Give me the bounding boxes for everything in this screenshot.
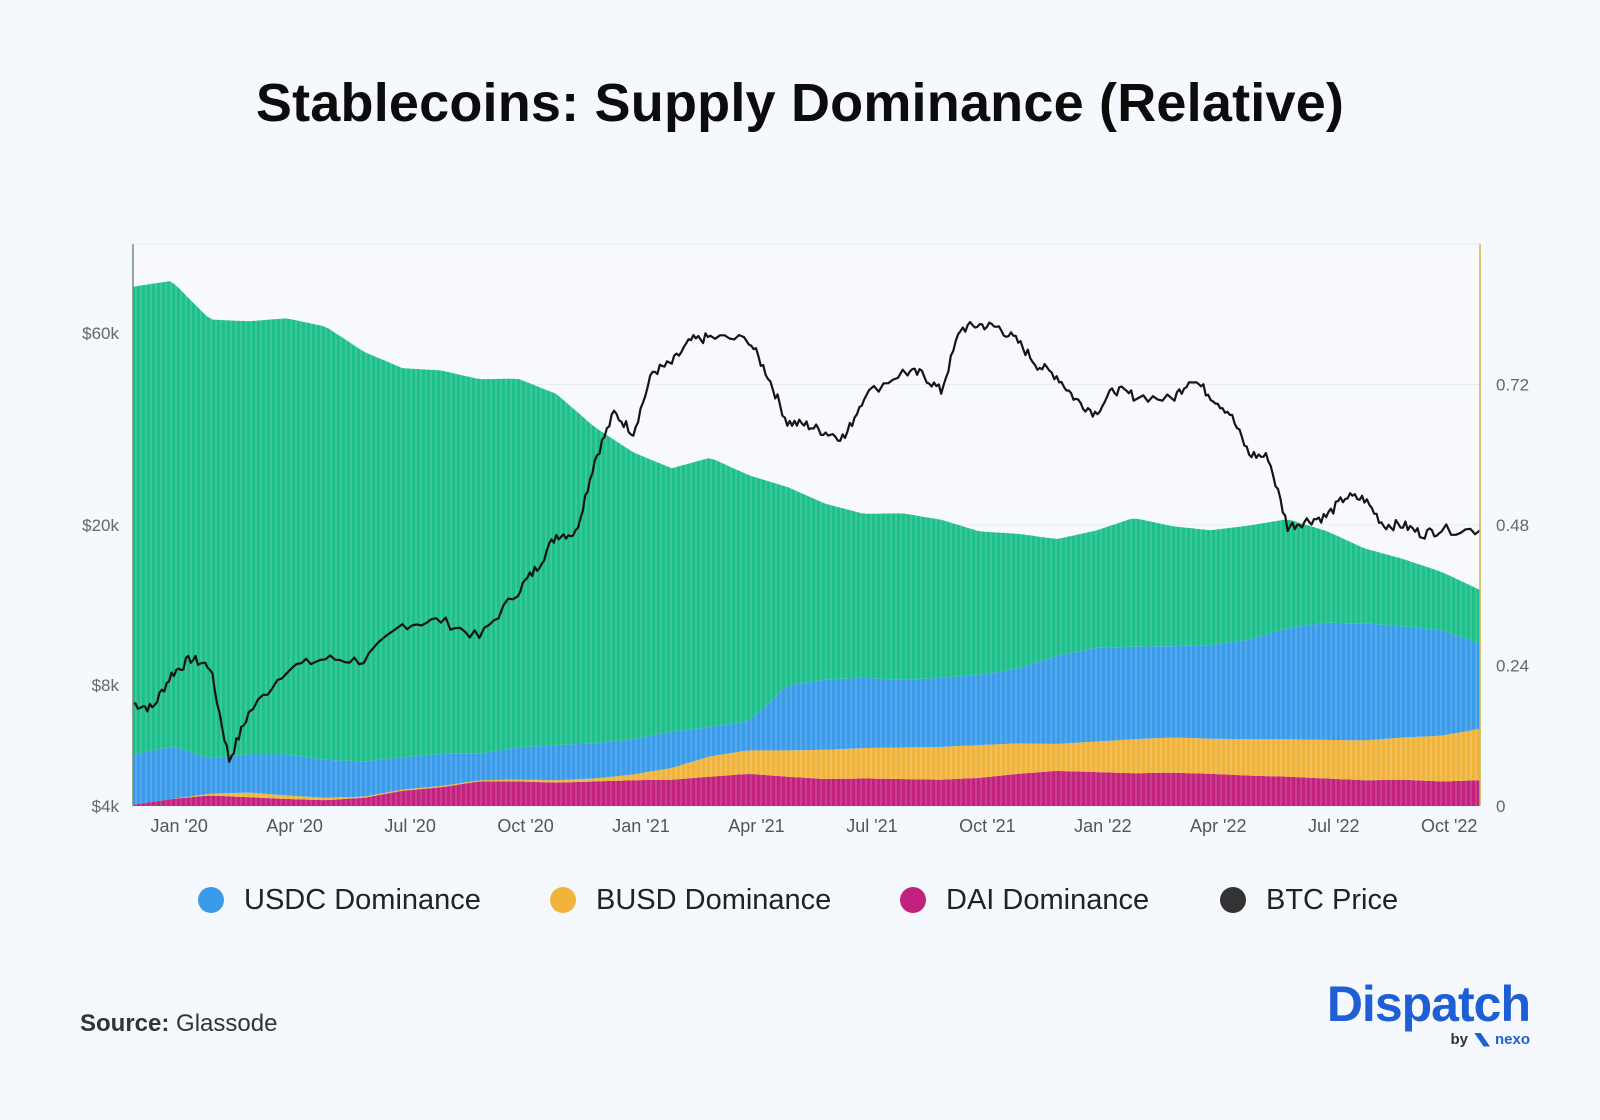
logo-by: by bbox=[1450, 1031, 1468, 1048]
dispatch-logo: Dispatch by nexo bbox=[1300, 975, 1531, 1048]
x-tick-8: Jan '22 bbox=[1074, 816, 1131, 836]
legend-dot-dai bbox=[900, 887, 926, 913]
x-tick-9: Apr '22 bbox=[1190, 816, 1246, 836]
x-tick-5: Apr '21 bbox=[728, 816, 784, 836]
x-tick-1: Apr '20 bbox=[266, 816, 322, 836]
area-usdc bbox=[133, 622, 1480, 805]
nexo-icon bbox=[1473, 1032, 1490, 1047]
y-right-tick-3: 0.72 bbox=[1496, 376, 1529, 395]
legend: USDC Dominance BUSD Dominance DAI Domina… bbox=[0, 878, 1600, 922]
logo-partner: nexo bbox=[1494, 1031, 1530, 1048]
source-note: Source: Glassode bbox=[80, 1010, 277, 1038]
legend-dot-usdc bbox=[198, 887, 224, 913]
y-left-tick-3: $60k bbox=[82, 324, 119, 343]
legend-item-dai[interactable]: DAI Dominance bbox=[900, 878, 1149, 922]
x-tick-7: Oct '21 bbox=[959, 816, 1015, 836]
legend-dot-busd bbox=[550, 887, 576, 913]
y-left-tick-0: $4k bbox=[92, 797, 120, 816]
source-label: Source: bbox=[80, 1010, 170, 1037]
legend-item-busd[interactable]: BUSD Dominance bbox=[550, 878, 831, 922]
logo-byline: by nexo bbox=[1450, 1031, 1530, 1048]
y-right-tick-2: 0.48 bbox=[1496, 516, 1529, 535]
legend-label-btc: BTC Price bbox=[1266, 883, 1399, 916]
y-left-tick-2: $20k bbox=[82, 516, 119, 535]
area-dai bbox=[133, 770, 1480, 806]
area-other bbox=[133, 281, 1480, 762]
bar-texture bbox=[135, 244, 1477, 806]
source-value: Glassode bbox=[176, 1010, 278, 1037]
legend-item-btc[interactable]: BTC Price bbox=[1220, 878, 1398, 922]
y-left-tick-1: $8k bbox=[92, 676, 120, 695]
x-tick-0: Jan '20 bbox=[150, 816, 207, 836]
area-busd bbox=[133, 728, 1480, 805]
x-tick-11: Oct '22 bbox=[1421, 816, 1477, 836]
chart: $4k $8k $20k $60k 0 0.24 0.48 0.72 Jan '20 Apr '2… bbox=[82, 243, 1529, 836]
legend-dot-btc bbox=[1220, 887, 1246, 913]
x-tick-10: Jul '22 bbox=[1308, 816, 1359, 836]
chart-title: Stablecoins: Supply Dominance (Relative) bbox=[255, 73, 1345, 133]
x-tick-3: Oct '20 bbox=[497, 816, 553, 836]
legend-label-usdc: USDC Dominance bbox=[244, 883, 481, 916]
legend-label-dai: DAI Dominance bbox=[946, 883, 1150, 916]
logo-wordmark: Dispatch bbox=[1326, 976, 1531, 1032]
x-tick-2: Jul '20 bbox=[384, 816, 435, 836]
x-tick-4: Jan '21 bbox=[612, 816, 669, 836]
x-tick-6: Jul '21 bbox=[846, 816, 897, 836]
legend-label-busd: BUSD Dominance bbox=[596, 883, 832, 916]
legend-item-usdc[interactable]: USDC Dominance bbox=[198, 878, 481, 922]
y-right-tick-0: 0 bbox=[1496, 797, 1505, 816]
line-btc-price bbox=[132, 320, 1481, 763]
y-right-tick-1: 0.24 bbox=[1496, 657, 1529, 676]
